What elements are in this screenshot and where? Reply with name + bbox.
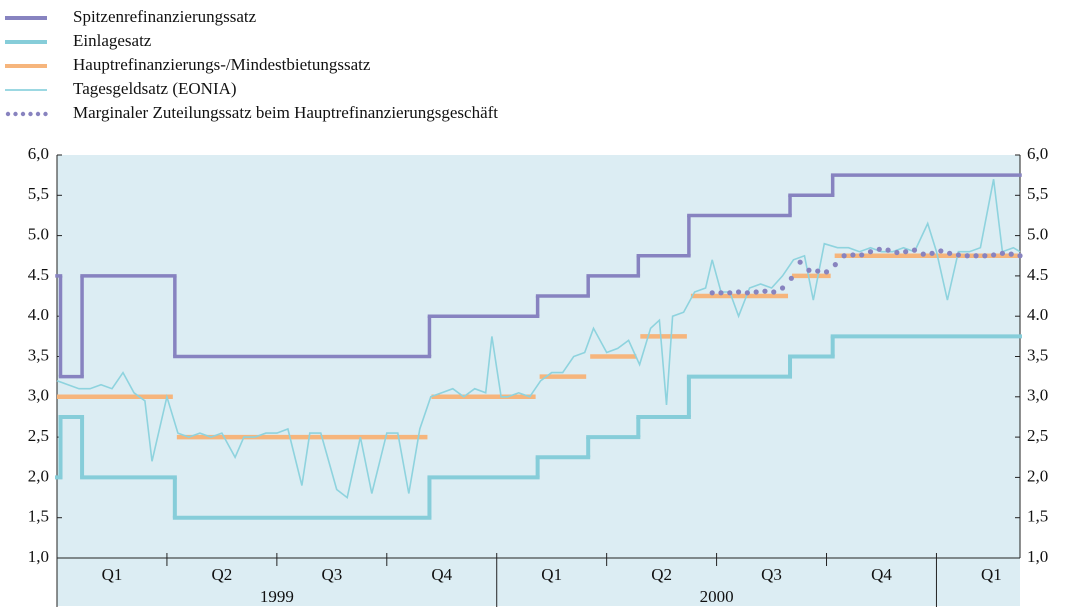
dot (762, 288, 768, 294)
x-tick-label: Q3 (761, 565, 782, 584)
y2-tick-label: 1,5 (1027, 507, 1048, 526)
dot (955, 252, 962, 258)
dot (788, 275, 794, 281)
plot-background (57, 155, 1020, 606)
dot (735, 289, 742, 295)
x-tick-label: Q1 (102, 565, 123, 584)
y-tick-label: 4.0 (28, 305, 49, 324)
dot (894, 249, 900, 256)
y2-tick-label: 2,5 (1027, 426, 1048, 445)
y2-tick-label: 6,0 (1027, 144, 1048, 163)
dot (982, 253, 988, 259)
y2-tick-label: 3,5 (1027, 345, 1048, 364)
y2-tick-label: 5.0 (1027, 225, 1048, 244)
y2-tick-label: 2,0 (1027, 466, 1048, 485)
year-label: 1999 (260, 587, 294, 606)
dot (779, 285, 786, 291)
dot (832, 262, 838, 268)
dot (876, 246, 882, 252)
y-tick-label: 4.5 (28, 265, 49, 284)
dot (718, 290, 724, 296)
x-tick-label: Q2 (651, 565, 672, 584)
dot (999, 250, 1006, 256)
dot (709, 290, 715, 296)
dot (823, 269, 830, 275)
legend-swatch (13, 111, 18, 117)
dot (991, 252, 997, 258)
legend-label: Einlagesatz (73, 31, 152, 50)
dot (771, 289, 777, 295)
legend-swatch (35, 111, 41, 117)
dot (850, 252, 856, 258)
dot (885, 247, 891, 253)
y-tick-label: 5,5 (28, 184, 49, 203)
x-tick-label: Q1 (541, 565, 562, 584)
year-label: 2000 (700, 587, 734, 606)
dot (753, 289, 759, 295)
y2-tick-label: 4.0 (1027, 305, 1048, 324)
dot (806, 267, 812, 273)
line (56, 179, 1021, 500)
y2-tick-label: 3,0 (1027, 386, 1048, 405)
y2-tick-label: 4.5 (1027, 265, 1048, 284)
dot (903, 249, 909, 255)
y-tick-label: 3,5 (28, 345, 49, 364)
y2-tick-label: 5,5 (1027, 184, 1048, 203)
dot (920, 251, 926, 257)
dot (797, 259, 803, 265)
y-tick-label: 6,0 (28, 144, 49, 163)
dot (973, 253, 979, 259)
dot (964, 253, 970, 259)
dot (911, 247, 918, 253)
dot (867, 249, 874, 255)
legend-swatch (5, 111, 11, 117)
y2-tick-label: 1,0 (1027, 547, 1048, 566)
legend-swatch (43, 111, 48, 117)
legend-swatch (20, 111, 26, 117)
x-tick-label: Q2 (212, 565, 233, 584)
dot (744, 290, 750, 296)
x-tick-label: Q4 (431, 565, 452, 584)
y-tick-label: 2,5 (28, 426, 49, 445)
dot (815, 268, 821, 274)
y-tick-label: 2,0 (28, 466, 49, 485)
x-tick-label: Q4 (871, 565, 892, 584)
x-tick-label: Q3 (321, 565, 342, 584)
x-tick-label: Q1 (981, 565, 1002, 584)
y-tick-label: 1,5 (28, 507, 49, 526)
y-tick-label: 5.0 (28, 225, 49, 244)
dot (1008, 251, 1014, 257)
dot (947, 250, 953, 256)
y-tick-label: 3,0 (28, 386, 49, 405)
dot (938, 248, 944, 254)
dot (1017, 253, 1023, 259)
dot (929, 250, 935, 256)
dot (859, 252, 865, 258)
legend-label: Spitzenrefinanzierungssatz (73, 7, 257, 26)
legend-label: Hauptrefinanzierungs-/Mindestbietungssat… (73, 55, 371, 74)
chart-content: 6,0 6,0 5,5 5,5 5.0 5.0 4.5 4.5 4.0 4.0 3,5 3,5 3,0 3… (5, 7, 1048, 607)
legend-label: Tagesgeldsatz (EONIA) (73, 79, 237, 98)
legend-label: Marginaler Zuteilungssatz beim Hauptrefi… (73, 103, 498, 122)
legend-swatch (28, 111, 33, 117)
dot (841, 253, 847, 259)
dot (727, 290, 733, 296)
y-tick-label: 1,0 (28, 547, 49, 566)
